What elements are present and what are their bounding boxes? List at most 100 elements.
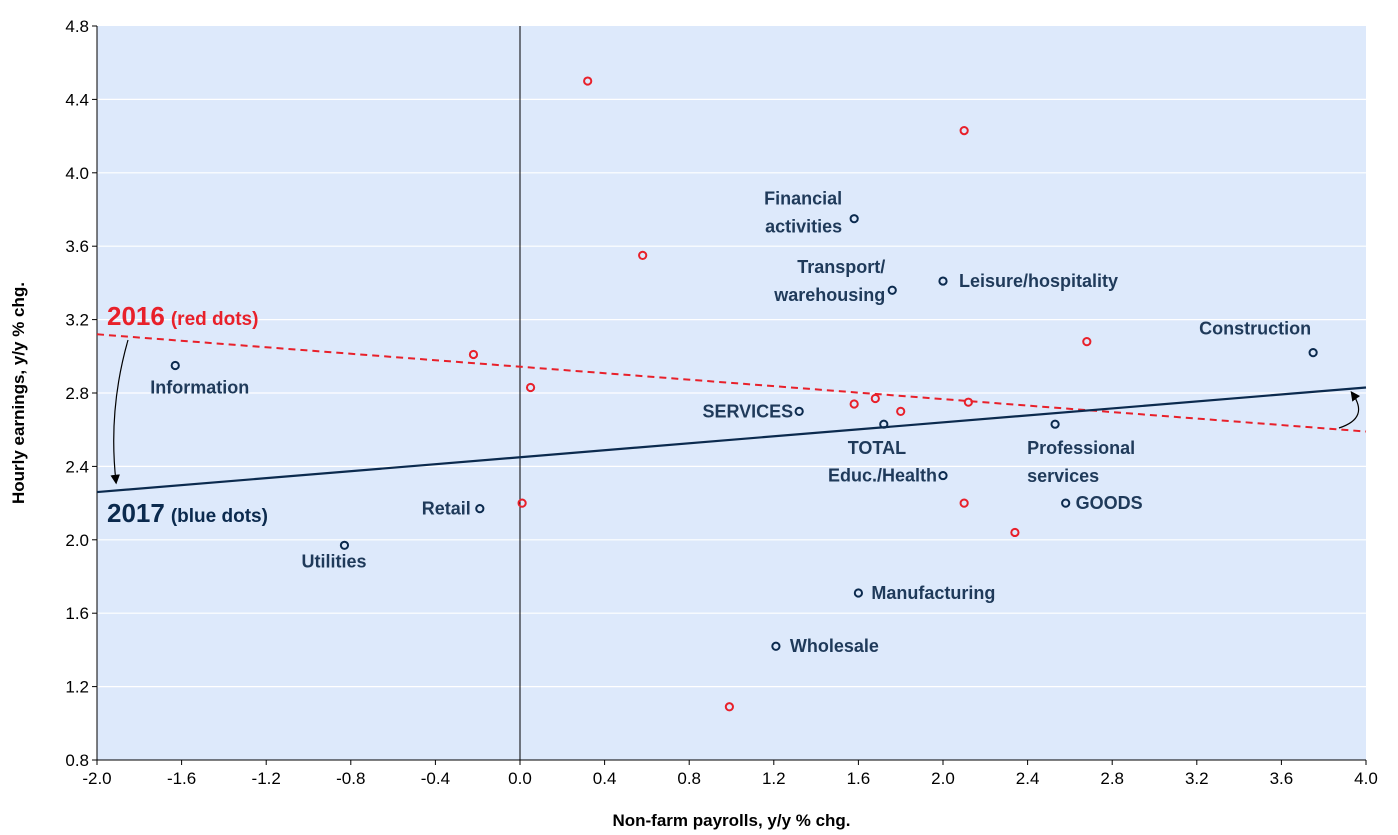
y-tick-label: 4.8 xyxy=(65,17,89,36)
point-2016 xyxy=(963,397,973,407)
point-label-line: Information xyxy=(150,377,249,397)
point-label-line: GOODS xyxy=(1076,493,1143,513)
point-2017 xyxy=(170,360,180,371)
point-2017 xyxy=(339,540,350,550)
x-axis-ticks: -2.0 -1.6 -1.2 -0.8 -0.4 0.0 0.4 0.8 1.2 1.6 2.0 2.… xyxy=(82,760,1378,788)
annotation-2017-note: (blue dots) xyxy=(171,506,268,527)
point-2016 xyxy=(849,399,859,409)
annotation-2017-year: 2017 xyxy=(107,498,165,528)
point-label: TOTAL xyxy=(848,438,906,458)
x-tick-label: -2.0 xyxy=(82,769,111,788)
y-tick-label: 4.0 xyxy=(65,164,89,183)
annotation-2016: 2016 (red dots) xyxy=(107,301,258,331)
point-label-line: Financial xyxy=(764,189,842,209)
x-tick-label: 3.2 xyxy=(1185,769,1209,788)
point-label-line: Educ./Health xyxy=(828,466,937,486)
point-2016 xyxy=(724,702,734,712)
y-tick-label: 4.4 xyxy=(65,90,89,109)
point-2016 xyxy=(1082,337,1092,347)
trend-lines xyxy=(96,333,1367,494)
point-label: Educ./Health xyxy=(828,466,937,486)
point-2017 xyxy=(887,285,897,295)
point-2016 xyxy=(896,406,906,416)
annotation-2016-year: 2016 xyxy=(107,301,165,331)
y-tick-label: 2.8 xyxy=(65,384,89,403)
point-2017 xyxy=(475,504,485,514)
point-label-line: Transport/ xyxy=(797,257,885,277)
x-tick-label: 1.6 xyxy=(847,769,871,788)
y-tick-label: 3.2 xyxy=(65,311,89,330)
point-2016 xyxy=(525,382,536,393)
trend-line-2016 xyxy=(96,333,1367,433)
point-label-line: services xyxy=(1027,466,1099,486)
trend-line-2017 xyxy=(96,386,1367,494)
x-tick-label: -1.6 xyxy=(167,769,196,788)
x-tick-label: 2.8 xyxy=(1100,769,1124,788)
point-label: Wholesale xyxy=(790,636,879,656)
point-2017 xyxy=(1061,498,1071,508)
point-label-line: Leisure/hospitality xyxy=(959,271,1118,291)
point-label: GOODS xyxy=(1076,493,1143,513)
y-tick-label: 1.6 xyxy=(65,604,89,623)
point-2016 xyxy=(959,125,969,136)
point-2017 xyxy=(849,214,859,224)
annotation-2016-note: (red dots) xyxy=(171,309,259,330)
point-label-line: Wholesale xyxy=(790,636,879,656)
x-tick-label: -1.2 xyxy=(252,769,281,788)
y-axis-ticks: 0.8 1.2 1.6 2.0 2.4 2.8 3.2 3.6 4.0 4.4 4.8 xyxy=(65,17,97,770)
point-label-line: Utilities xyxy=(301,551,366,571)
point-label: Manufacturing xyxy=(871,583,995,603)
point-label: Financial activities xyxy=(764,189,842,237)
x-tick-label: 2.0 xyxy=(931,769,955,788)
point-label-line: SERVICES xyxy=(702,401,793,421)
point-2016 xyxy=(959,498,969,508)
y-axis-title: Hourly earnings, y/y % chg. xyxy=(9,282,28,504)
point-label: Transport/warehousing xyxy=(773,257,885,305)
point-2016 xyxy=(468,349,479,360)
point-2017 xyxy=(771,641,781,651)
x-tick-label: -0.8 xyxy=(336,769,365,788)
y-tick-label: 2.0 xyxy=(65,531,89,550)
point-label: Construction xyxy=(1199,319,1311,339)
point-2017 xyxy=(879,419,889,429)
point-2016 xyxy=(517,498,527,508)
point-2016 xyxy=(583,76,593,86)
arrow-right xyxy=(1338,391,1361,429)
point-label-line: Retail xyxy=(422,499,471,519)
year-annotations: 2016 (red dots) 2017 (blue dots) xyxy=(107,301,1361,528)
point-label-line: TOTAL xyxy=(848,438,906,458)
point-label: SERVICES xyxy=(702,401,793,421)
x-tick-label: 0.4 xyxy=(593,769,617,788)
point-label: Professional services xyxy=(1027,438,1135,486)
y-tick-label: 3.6 xyxy=(65,237,89,256)
point-label: Utilities xyxy=(301,551,366,571)
y-tick-label: 1.2 xyxy=(65,678,89,697)
data-points xyxy=(170,76,1318,712)
x-tick-label: 0.0 xyxy=(508,769,532,788)
point-labels: Information Financial activities Transport/… xyxy=(150,189,1311,657)
point-label-line: Manufacturing xyxy=(871,583,995,603)
annotation-2017: 2017 (blue dots) xyxy=(107,498,268,528)
point-2017 xyxy=(938,470,948,481)
point-2017 xyxy=(1308,348,1318,358)
point-label-line: Construction xyxy=(1199,319,1311,339)
point-2016 xyxy=(1010,527,1020,538)
x-tick-label: -0.4 xyxy=(421,769,450,788)
x-tick-label: 2.4 xyxy=(1016,769,1040,788)
x-axis-title: Non-farm payrolls, y/y % chg. xyxy=(612,811,850,830)
x-tick-label: 4.0 xyxy=(1354,769,1378,788)
arrow-left xyxy=(110,339,129,485)
point-label-line: warehousing xyxy=(773,285,885,305)
point-label: Information xyxy=(150,377,249,397)
point-2016 xyxy=(638,250,648,260)
point-label: Leisure/hospitality xyxy=(959,271,1118,291)
point-2017 xyxy=(938,276,948,286)
x-tick-label: 3.6 xyxy=(1270,769,1294,788)
point-2016 xyxy=(870,393,880,404)
y-tick-label: 0.8 xyxy=(65,751,89,770)
y-tick-label: 2.4 xyxy=(65,457,89,476)
point-2017 xyxy=(853,588,864,598)
x-tick-label: 0.8 xyxy=(677,769,701,788)
point-2017 xyxy=(1050,419,1060,429)
